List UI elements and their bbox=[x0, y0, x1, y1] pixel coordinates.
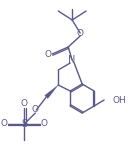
Polygon shape bbox=[45, 85, 58, 99]
Text: O: O bbox=[45, 49, 52, 58]
Text: O: O bbox=[21, 100, 28, 109]
Text: O: O bbox=[41, 120, 48, 128]
Text: OH: OH bbox=[112, 96, 126, 105]
Text: S: S bbox=[21, 119, 27, 129]
Text: N: N bbox=[68, 55, 75, 65]
Text: O: O bbox=[32, 106, 39, 115]
Text: O: O bbox=[1, 120, 8, 128]
Text: O: O bbox=[77, 29, 84, 38]
